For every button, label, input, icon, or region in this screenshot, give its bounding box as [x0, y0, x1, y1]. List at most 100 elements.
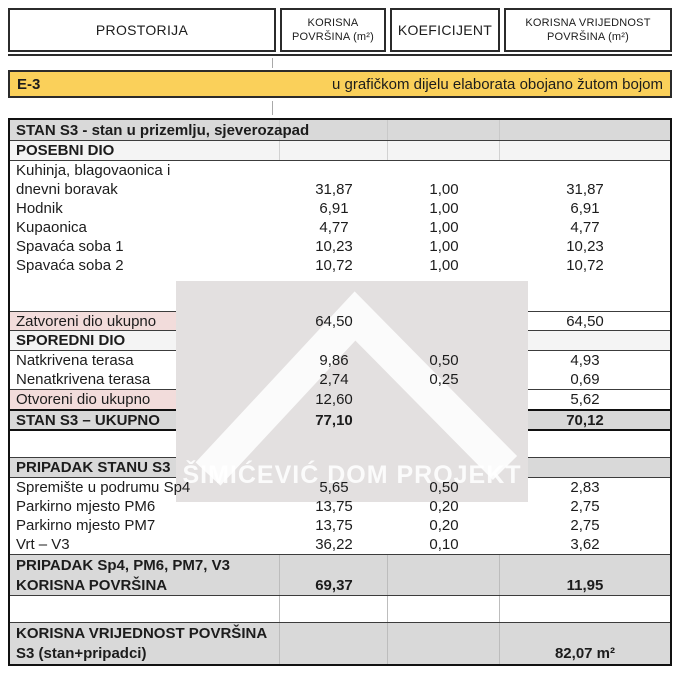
- cell-coefficient: 1,00: [429, 200, 459, 217]
- cell-value: 4,77: [570, 219, 600, 236]
- row-otvoreni-ukupno: Otvoreni dio ukupno 12,60 5,62: [10, 389, 670, 409]
- cell-area: 6,91: [319, 200, 349, 217]
- row-korisna-vrijednost: KORISNA VRIJEDNOST POVRŠINA S3 (stan+prip…: [10, 622, 670, 664]
- cell-value: 10,72: [566, 257, 604, 274]
- row-spacer: [10, 275, 670, 311]
- row-spavaca-soba-1: Spavaća soba 1 10,23 1,00 10,23: [10, 237, 670, 256]
- cell-label: dnevni boravak: [16, 181, 118, 198]
- cell-area: 9,86: [319, 352, 349, 369]
- header-korisna-vrijednost: KORISNA VRIJEDNOST POVRŠINA (m²): [504, 8, 672, 52]
- cell-label: Parkirno mjesto PM7: [16, 517, 156, 534]
- cell-coefficient: 1,00: [429, 181, 459, 198]
- cell-value: 82,07 m²: [554, 644, 616, 662]
- row-pripadak-korisna: PRIPADAK Sp4, PM6, PM7, V3 KORISNA POVRŠI…: [10, 554, 670, 596]
- cell-label: Spremište u podrumu Sp4: [16, 479, 191, 496]
- cell-label: Spavaća soba 1: [16, 238, 124, 255]
- header-label: POVRŠINA (m²): [291, 31, 375, 43]
- cell-area: 12,60: [315, 391, 353, 408]
- cell-area: 13,75: [315, 517, 353, 534]
- cell-coefficient: 0,50: [429, 352, 459, 369]
- row-spacer: [10, 596, 670, 622]
- cell-label-line1: PRIPADAK Sp4, PM6, PM7, V3: [16, 556, 230, 574]
- header-label: KORISNA: [307, 17, 359, 29]
- row-kuhinja-line2: dnevni boravak 31,87 1,00 31,87: [10, 180, 670, 199]
- cell-area: 36,22: [315, 536, 353, 553]
- cell-value: 3,62: [570, 536, 600, 553]
- cell-label: Zatvoreni dio ukupno: [16, 312, 157, 330]
- row-stan-s3-header: STAN S3 - stan u prizemlju, sjeverozapad: [10, 120, 670, 141]
- row-sporedni-dio: SPOREDNI DIO: [10, 331, 670, 351]
- cell-label: SPOREDNI DIO: [16, 332, 126, 349]
- row-spacer: [10, 431, 670, 457]
- cell-value: 11,95: [566, 576, 604, 594]
- row-kupaonica: Kupaonica 4,77 1,00 4,77: [10, 218, 670, 237]
- row-parkirno-pm6: Parkirno mjesto PM6 13,75 0,20 2,75: [10, 497, 670, 516]
- header-label: KOEFICIJENT: [397, 22, 493, 38]
- cell-value: 70,12: [566, 411, 604, 429]
- cell-label: STAN S3 – UKUPNO: [16, 411, 160, 429]
- unit-code: E-3: [17, 75, 41, 93]
- row-stan-s3-ukupno: STAN S3 – UKUPNO 77,10 70,12: [10, 409, 670, 431]
- cell-label: STAN S3 - stan u prizemlju, sjeverozapad: [16, 121, 310, 139]
- cell-label: Parkirno mjesto PM6: [16, 498, 156, 515]
- row-spremiste-sp4: Spremište u podrumu Sp4 5,65 0,50 2,83: [10, 478, 670, 497]
- banner-row: E-3 u grafičkom dijelu elaborata obojano…: [8, 70, 672, 98]
- row-posebni-dio: POSEBNI DIO: [10, 141, 670, 161]
- row-kuhinja-line1: Kuhinja, blagovaonica i: [10, 161, 670, 180]
- cell-label-line1: KORISNA VRIJEDNOST POVRŠINA: [16, 624, 268, 642]
- cell-value: 31,87: [566, 181, 604, 198]
- cell-area: 5,65: [319, 479, 349, 496]
- column-header-table: PROSTORIJA KORISNA POVRŠINA (m²) KOEFICI…: [8, 8, 672, 52]
- row-hodnik: Hodnik 6,91 1,00 6,91: [10, 199, 670, 218]
- cell-area: 2,74: [319, 371, 349, 388]
- cell-label: Hodnik: [16, 200, 63, 217]
- cell-coefficient: 0,25: [429, 371, 459, 388]
- cell-value: 0,69: [570, 371, 600, 388]
- cell-coefficient: 0,50: [429, 479, 459, 496]
- cell-label: Nenatkrivena terasa: [16, 371, 151, 388]
- header-label: PROSTORIJA: [95, 22, 189, 38]
- cell-area: 69,37: [315, 576, 353, 594]
- cell-label: Vrt – V3: [16, 536, 70, 553]
- cell-coefficient: 0,20: [429, 498, 459, 515]
- row-natkrivena-terasa: Natkrivena terasa 9,86 0,50 4,93: [10, 351, 670, 370]
- banner-note: u grafičkom dijelu elaborata obojano žut…: [331, 75, 663, 93]
- area-table: STAN S3 - stan u prizemlju, sjeverozapad…: [8, 118, 672, 666]
- cell-value: 2,75: [570, 517, 600, 534]
- cell-area: 13,75: [315, 498, 353, 515]
- cell-coefficient: 1,00: [429, 219, 459, 236]
- row-vrt-v3: Vrt – V3 36,22 0,10 3,62: [10, 535, 670, 554]
- row-nenatkrivena-terasa: Nenatkrivena terasa 2,74 0,25 0,69: [10, 370, 670, 389]
- cell-value: 5,62: [570, 391, 600, 408]
- row-parkirno-pm7: Parkirno mjesto PM7 13,75 0,20 2,75: [10, 516, 670, 535]
- cell-label: POSEBNI DIO: [16, 142, 115, 159]
- header-korisna-povrsina: KORISNA POVRŠINA (m²): [280, 8, 386, 52]
- header-label: POVRŠINA (m²): [546, 31, 630, 43]
- header-underline: [8, 54, 672, 56]
- cell-coefficient: 1,00: [429, 238, 459, 255]
- cell-value: 10,23: [566, 238, 604, 255]
- row-pripadak-header: PRIPADAK STANU S3: [10, 457, 670, 478]
- header-prostorija: PROSTORIJA: [8, 8, 276, 52]
- cell-label-line2: S3 (stan+pripadci): [16, 644, 147, 662]
- cell-label: Natkrivena terasa: [16, 352, 134, 369]
- cell-value: 64,50: [566, 312, 604, 330]
- gridline-tick: [272, 101, 273, 115]
- cell-value: 4,93: [570, 352, 600, 369]
- cell-label: Spavaća soba 2: [16, 257, 124, 274]
- cell-label: Kupaonica: [16, 219, 87, 236]
- cell-area: 4,77: [319, 219, 349, 236]
- cell-coefficient: 1,00: [429, 257, 459, 274]
- gridline-tick: [272, 58, 273, 68]
- cell-label-line2: KORISNA POVRŠINA: [16, 576, 168, 594]
- header-koeficijent: KOEFICIJENT: [390, 8, 500, 52]
- cell-area: 10,72: [315, 257, 353, 274]
- cell-label: Otvoreni dio ukupno: [16, 391, 151, 408]
- cell-area: 77,10: [315, 411, 353, 429]
- cell-coefficient: 0,10: [429, 536, 459, 553]
- cell-area: 64,50: [315, 312, 353, 330]
- cell-value: 2,75: [570, 498, 600, 515]
- cell-area: 10,23: [315, 238, 353, 255]
- cell-area: 31,87: [315, 181, 353, 198]
